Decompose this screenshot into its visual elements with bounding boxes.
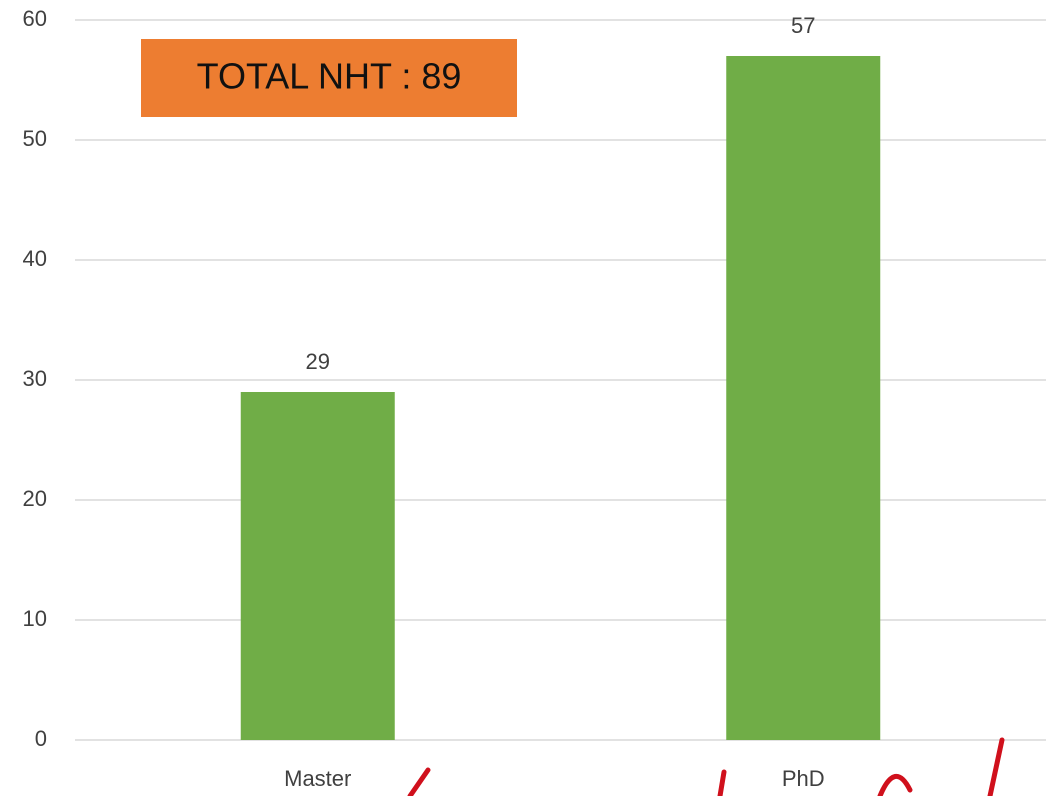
y-tick-label: 50	[23, 126, 47, 151]
data-label: 57	[791, 13, 815, 38]
annotation-box	[141, 39, 517, 117]
y-tick-label: 60	[23, 6, 47, 31]
y-tick-label: 20	[23, 486, 47, 511]
bar	[240, 392, 395, 740]
y-tick-label: 30	[23, 366, 47, 391]
y-tick-label: 10	[23, 606, 47, 631]
x-tick-label: PhD	[782, 766, 825, 791]
data-label: 29	[306, 349, 330, 374]
annotation: TOTAL NHT : 89	[197, 56, 462, 97]
x-tick-label: Master	[284, 766, 351, 791]
y-tick-label: 0	[35, 726, 47, 751]
y-tick-label: 40	[23, 246, 47, 271]
handwriting	[407, 737, 1005, 796]
bar	[726, 56, 881, 740]
